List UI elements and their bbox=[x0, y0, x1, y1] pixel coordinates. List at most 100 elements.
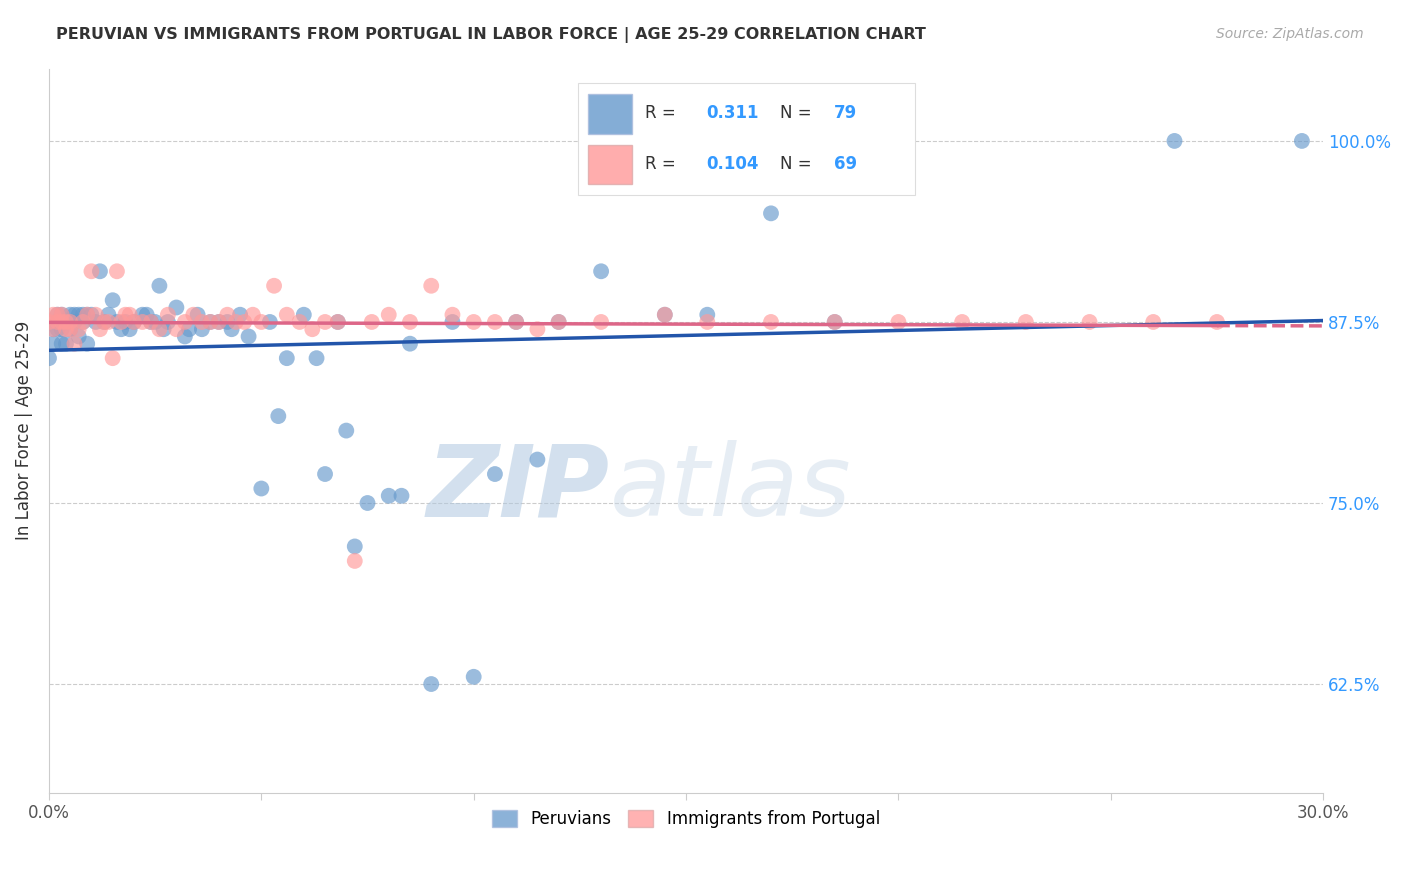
Point bbox=[156, 308, 179, 322]
Text: ZIP: ZIP bbox=[426, 440, 610, 537]
Point bbox=[547, 315, 569, 329]
Point bbox=[463, 670, 485, 684]
Point bbox=[200, 315, 222, 329]
Point bbox=[143, 315, 166, 329]
Point bbox=[84, 315, 107, 329]
Point bbox=[63, 308, 86, 322]
Point bbox=[148, 322, 170, 336]
Point bbox=[165, 322, 187, 336]
Point bbox=[51, 322, 73, 336]
Point bbox=[38, 315, 60, 329]
Point bbox=[242, 308, 264, 322]
Point bbox=[654, 308, 676, 322]
Point bbox=[55, 322, 77, 336]
Point bbox=[696, 308, 718, 322]
Point bbox=[46, 322, 69, 336]
Point bbox=[156, 315, 179, 329]
Point bbox=[225, 315, 247, 329]
Point bbox=[591, 264, 613, 278]
Point bbox=[148, 278, 170, 293]
Point bbox=[55, 315, 77, 329]
Point bbox=[80, 264, 103, 278]
Point bbox=[38, 351, 60, 366]
Point bbox=[1163, 134, 1185, 148]
Point bbox=[267, 409, 290, 423]
Point bbox=[391, 489, 413, 503]
Point bbox=[1015, 315, 1038, 329]
Point bbox=[1206, 315, 1229, 329]
Point bbox=[343, 554, 366, 568]
Point bbox=[114, 315, 136, 329]
Point bbox=[131, 308, 153, 322]
Point bbox=[139, 315, 162, 329]
Point bbox=[335, 424, 357, 438]
Point bbox=[314, 467, 336, 481]
Point bbox=[259, 315, 281, 329]
Point bbox=[67, 329, 90, 343]
Point bbox=[76, 308, 98, 322]
Point bbox=[1291, 134, 1313, 148]
Point bbox=[326, 315, 349, 329]
Point bbox=[72, 308, 94, 322]
Point bbox=[55, 315, 77, 329]
Point bbox=[89, 264, 111, 278]
Point bbox=[110, 322, 132, 336]
Point bbox=[105, 264, 128, 278]
Point bbox=[97, 315, 120, 329]
Point bbox=[76, 336, 98, 351]
Point bbox=[173, 315, 195, 329]
Point bbox=[46, 308, 69, 322]
Point bbox=[139, 315, 162, 329]
Point bbox=[208, 315, 231, 329]
Point bbox=[250, 315, 273, 329]
Point bbox=[59, 322, 82, 336]
Text: PERUVIAN VS IMMIGRANTS FROM PORTUGAL IN LABOR FORCE | AGE 25-29 CORRELATION CHAR: PERUVIAN VS IMMIGRANTS FROM PORTUGAL IN … bbox=[56, 27, 927, 43]
Point bbox=[887, 315, 910, 329]
Point bbox=[420, 677, 443, 691]
Point bbox=[233, 315, 256, 329]
Point bbox=[55, 336, 77, 351]
Point bbox=[93, 315, 115, 329]
Point bbox=[208, 315, 231, 329]
Point bbox=[484, 315, 506, 329]
Point bbox=[263, 278, 285, 293]
Point bbox=[122, 315, 145, 329]
Point bbox=[343, 540, 366, 554]
Point bbox=[93, 315, 115, 329]
Legend: Peruvians, Immigrants from Portugal: Peruvians, Immigrants from Portugal bbox=[485, 804, 887, 835]
Point bbox=[399, 315, 422, 329]
Point bbox=[420, 278, 443, 293]
Point bbox=[135, 308, 157, 322]
Point bbox=[84, 308, 107, 322]
Point bbox=[824, 315, 846, 329]
Point bbox=[42, 336, 65, 351]
Point bbox=[59, 315, 82, 329]
Text: atlas: atlas bbox=[610, 440, 851, 537]
Point bbox=[179, 322, 201, 336]
Point bbox=[759, 206, 782, 220]
Point bbox=[51, 308, 73, 322]
Point bbox=[72, 315, 94, 329]
Point bbox=[173, 329, 195, 343]
Point bbox=[191, 315, 214, 329]
Point bbox=[547, 315, 569, 329]
Point bbox=[118, 308, 141, 322]
Point bbox=[118, 322, 141, 336]
Point bbox=[89, 322, 111, 336]
Point bbox=[122, 315, 145, 329]
Point bbox=[824, 315, 846, 329]
Point bbox=[51, 315, 73, 329]
Point bbox=[526, 452, 548, 467]
Point bbox=[67, 322, 90, 336]
Point bbox=[360, 315, 382, 329]
Point bbox=[101, 351, 124, 366]
Point bbox=[305, 351, 328, 366]
Point bbox=[238, 329, 260, 343]
Point bbox=[187, 308, 209, 322]
Point bbox=[200, 315, 222, 329]
Point bbox=[165, 301, 187, 315]
Point bbox=[399, 336, 422, 351]
Point bbox=[51, 336, 73, 351]
Point bbox=[46, 315, 69, 329]
Point bbox=[152, 322, 174, 336]
